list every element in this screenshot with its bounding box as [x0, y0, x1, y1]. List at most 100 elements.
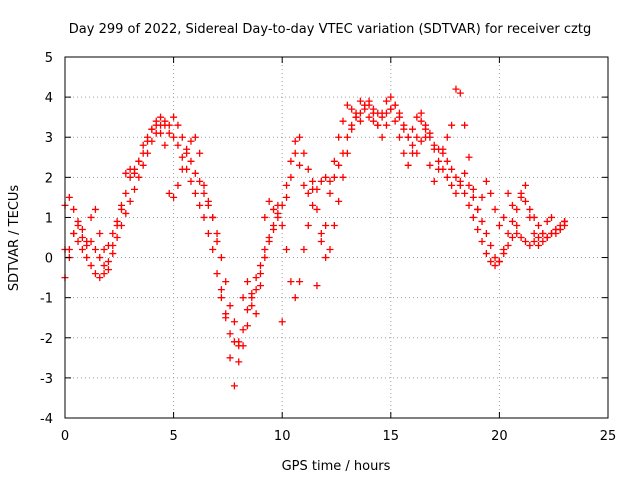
data-point [417, 137, 425, 145]
data-point [70, 229, 78, 237]
data-point [478, 238, 486, 246]
y-tick-label: -3 [40, 372, 53, 387]
data-point [91, 270, 99, 278]
data-point [304, 165, 312, 173]
data-point [521, 197, 529, 205]
data-point [448, 121, 456, 129]
data-point [526, 205, 534, 213]
data-point [235, 358, 243, 366]
data-point [126, 173, 134, 181]
data-point [196, 177, 204, 185]
data-point [283, 181, 291, 189]
data-point [309, 185, 317, 193]
data-point [283, 193, 291, 201]
data-point [395, 133, 403, 141]
data-point [139, 149, 147, 157]
data-point [378, 109, 386, 117]
data-point [217, 254, 225, 262]
data-point [252, 310, 260, 318]
y-tick-label: -4 [40, 412, 53, 427]
data-point [278, 221, 286, 229]
data-point [287, 157, 295, 165]
data-point [491, 254, 499, 262]
data-point [461, 121, 469, 129]
data-point [330, 157, 338, 165]
data-point [170, 133, 178, 141]
data-point [135, 157, 143, 165]
data-point [387, 105, 395, 113]
data-point [335, 161, 343, 169]
data-point [139, 141, 147, 149]
data-point [174, 181, 182, 189]
series-trace-b [61, 93, 569, 350]
data-point [456, 89, 464, 97]
data-point [526, 213, 534, 221]
data-point [209, 246, 217, 254]
data-point [239, 342, 247, 350]
data-point [78, 234, 86, 241]
x-tick-label: 5 [169, 429, 177, 444]
data-point [256, 262, 264, 270]
data-point [213, 229, 221, 237]
data-point [422, 133, 430, 141]
data-point [317, 177, 325, 185]
data-point [482, 229, 490, 237]
data-point [170, 193, 178, 201]
y-tick-label: -1 [40, 292, 53, 307]
data-point [78, 225, 86, 233]
data-point [274, 201, 282, 209]
data-point [191, 189, 199, 197]
x-tick-label: 20 [491, 429, 508, 444]
data-point [187, 177, 195, 185]
data-point [339, 117, 347, 125]
data-point [239, 294, 247, 302]
y-tick-label: -2 [40, 332, 53, 347]
data-point [144, 133, 152, 141]
data-point [539, 238, 547, 246]
data-point [474, 205, 482, 213]
y-tick-label: 3 [45, 131, 53, 146]
data-point [213, 270, 221, 278]
data-point [404, 161, 412, 169]
data-point [96, 254, 104, 262]
data-point [491, 205, 499, 213]
data-point [83, 254, 91, 262]
data-point [122, 209, 130, 217]
data-point [335, 133, 343, 141]
data-point [313, 282, 321, 290]
x-tick-label: 15 [383, 429, 400, 444]
data-point [534, 221, 542, 229]
data-point [287, 173, 295, 181]
data-point [100, 270, 108, 278]
data-point [261, 246, 269, 254]
data-point [443, 133, 451, 141]
x-axis-label: GPS time / hours [282, 459, 391, 474]
data-point [157, 113, 165, 121]
data-point [252, 274, 260, 282]
data-point [235, 338, 243, 346]
data-point [387, 93, 395, 101]
data-point [400, 149, 408, 157]
data-point [322, 254, 330, 262]
data-point [87, 213, 95, 221]
data-point [461, 169, 469, 177]
data-point [96, 274, 104, 282]
data-point [243, 322, 251, 330]
data-point [443, 157, 451, 165]
data-point [561, 217, 569, 225]
data-point [391, 101, 399, 109]
data-point [91, 246, 99, 254]
data-point [126, 197, 134, 205]
data-point [530, 238, 538, 246]
data-point [417, 109, 425, 117]
data-point [365, 97, 373, 105]
data-point [382, 97, 390, 105]
data-point [165, 129, 173, 137]
data-point [317, 229, 325, 237]
data-point [469, 193, 477, 201]
data-point [330, 221, 338, 229]
data-point [274, 209, 282, 217]
data-point [265, 238, 273, 246]
data-point [435, 165, 443, 173]
